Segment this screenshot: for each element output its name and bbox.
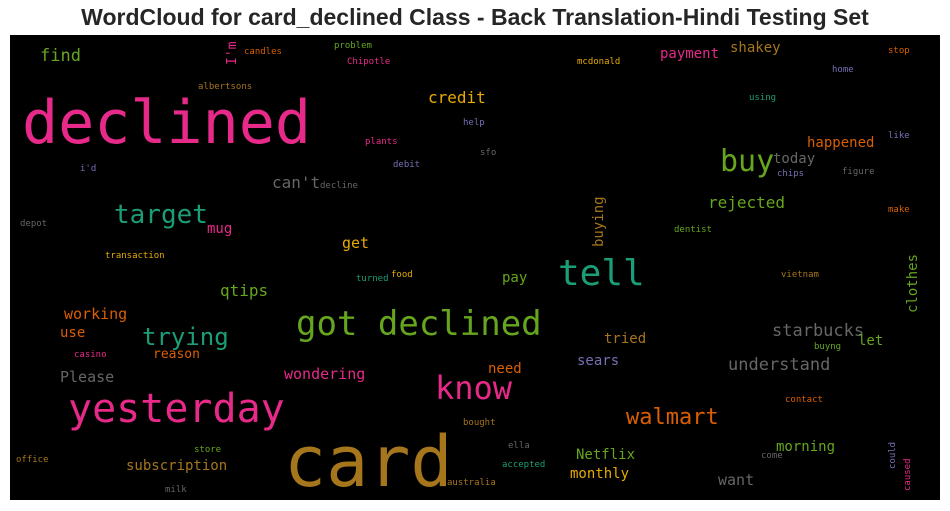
word-wondering: wondering bbox=[284, 365, 366, 383]
word-starbucks: starbucks bbox=[772, 321, 865, 341]
word-stop: stop bbox=[888, 46, 910, 56]
word-problem: problem bbox=[334, 41, 372, 51]
word-understand: understand bbox=[728, 355, 831, 375]
word-turned: turned bbox=[356, 274, 389, 284]
word-buying: buying bbox=[591, 196, 607, 247]
word-mcdonald: mcdonald bbox=[577, 57, 621, 67]
chart-title: WordCloud for card_declined Class - Back… bbox=[81, 4, 869, 30]
word-buyng: buyng bbox=[814, 342, 842, 352]
word-want: want bbox=[718, 471, 755, 489]
word-buy: buy bbox=[720, 144, 775, 179]
word-pay: pay bbox=[502, 270, 528, 286]
word-mug: mug bbox=[207, 221, 233, 237]
word-australia: australia bbox=[447, 478, 496, 488]
word-using: using bbox=[749, 93, 777, 103]
word-monthly: monthly bbox=[570, 466, 630, 482]
word-could: could bbox=[888, 441, 898, 469]
word-sears: sears bbox=[577, 353, 620, 369]
word-dentist: dentist bbox=[674, 225, 712, 235]
word-walmart: walmart bbox=[626, 405, 719, 430]
word-subscription: subscription bbox=[126, 458, 228, 474]
word-depot: depot bbox=[20, 219, 48, 229]
word-bought: bought bbox=[463, 418, 496, 428]
word-contact: contact bbox=[785, 395, 823, 405]
word-tried: tried bbox=[604, 331, 647, 347]
word-shakey: shakey bbox=[730, 40, 781, 56]
word-help: help bbox=[463, 118, 485, 128]
word-yesterday: yesterday bbox=[68, 386, 285, 432]
word-rejected: rejected bbox=[708, 193, 786, 212]
word-credit: credit bbox=[428, 88, 486, 107]
word-transaction: transaction bbox=[105, 251, 165, 261]
word-payment: payment bbox=[660, 46, 720, 62]
word-morning: morning bbox=[776, 439, 836, 455]
word-happened: happened bbox=[807, 135, 875, 151]
word-vietnam: vietnam bbox=[781, 270, 819, 280]
word-chips: chips bbox=[777, 169, 805, 179]
word-got-declined: got declined bbox=[296, 304, 542, 344]
word-clothes: clothes bbox=[905, 253, 921, 313]
word-plants: plants bbox=[365, 137, 398, 147]
word-let: let bbox=[858, 333, 884, 349]
word-store: store bbox=[194, 445, 222, 455]
word-reason: reason bbox=[153, 347, 200, 362]
word-figure: figure bbox=[842, 167, 875, 177]
word-cloud: declined card got declined yesterday tel… bbox=[10, 35, 940, 500]
word-id: i'd bbox=[80, 164, 97, 174]
word-qtips: qtips bbox=[220, 281, 269, 300]
word-trying: trying bbox=[142, 323, 229, 351]
word-like: like bbox=[888, 131, 910, 141]
word-find: find bbox=[40, 46, 81, 66]
word-tell: tell bbox=[558, 253, 645, 294]
word-card: card bbox=[284, 421, 453, 500]
word-make: make bbox=[888, 205, 910, 215]
word-need: need bbox=[488, 361, 522, 377]
word-home: home bbox=[832, 65, 854, 75]
word-working: working bbox=[64, 305, 128, 323]
word-food: food bbox=[391, 270, 413, 280]
word-please: Please bbox=[60, 368, 115, 386]
word-accepted: accepted bbox=[502, 460, 546, 470]
word-use: use bbox=[60, 325, 86, 341]
word-caused: caused bbox=[903, 458, 913, 491]
word-im: I'm bbox=[225, 41, 240, 65]
word-netflix: Netflix bbox=[576, 447, 636, 463]
word-sfo: sfo bbox=[480, 148, 497, 158]
word-get: get bbox=[342, 234, 370, 252]
word-target: target bbox=[114, 200, 208, 230]
word-declined: declined bbox=[22, 88, 311, 158]
word-decline: decline bbox=[320, 181, 358, 191]
word-milk: milk bbox=[165, 485, 187, 495]
word-today: today bbox=[773, 151, 816, 167]
word-casino: casino bbox=[74, 350, 107, 360]
word-office: office bbox=[16, 455, 49, 465]
word-cant: can't bbox=[272, 173, 321, 192]
word-albertsons: albertsons bbox=[198, 82, 253, 92]
word-chipotle: Chipotle bbox=[347, 57, 391, 67]
word-know: know bbox=[435, 369, 513, 407]
word-candles: candles bbox=[244, 47, 282, 57]
word-debit: debit bbox=[393, 160, 421, 170]
word-come: come bbox=[761, 451, 783, 461]
word-ella: ella bbox=[508, 441, 530, 451]
